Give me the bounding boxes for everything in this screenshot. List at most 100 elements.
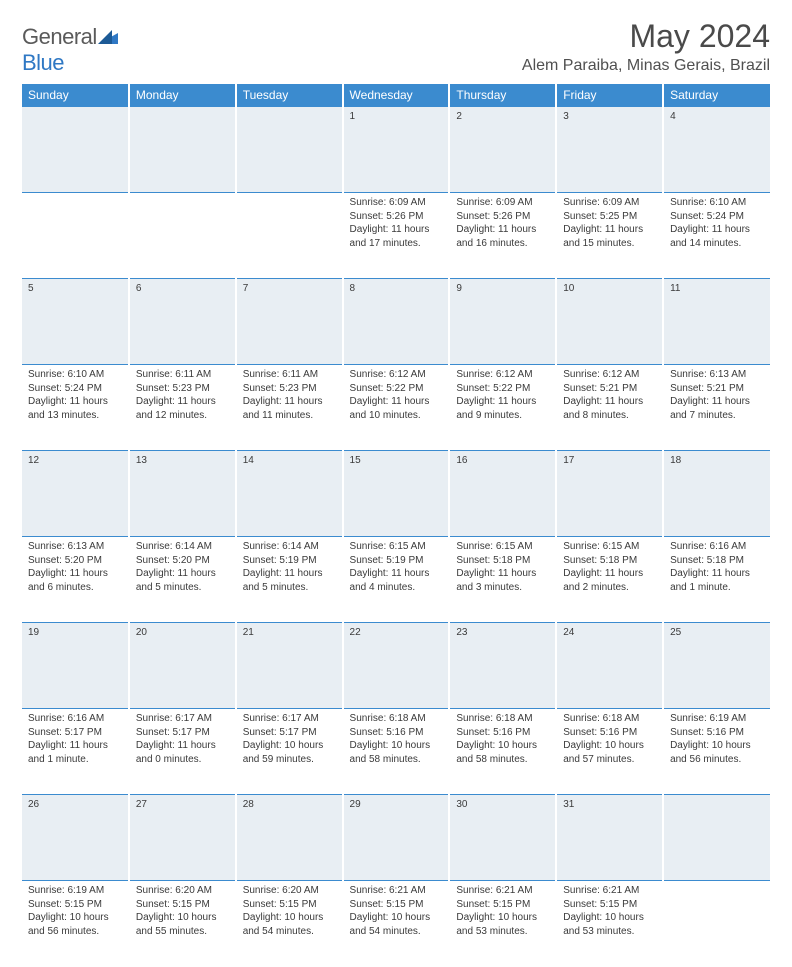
sunrise-text: Sunrise: 6:16 AM — [28, 712, 122, 726]
day-number-row: 567891011 — [22, 279, 770, 365]
sunrise-text: Sunrise: 6:16 AM — [670, 540, 764, 554]
sunrise-text: Sunrise: 6:10 AM — [670, 196, 764, 210]
daylight-text: Daylight: 10 hours and 53 minutes. — [456, 911, 549, 938]
weekday-header: Wednesday — [343, 84, 450, 107]
sunrise-text: Sunrise: 6:19 AM — [670, 712, 764, 726]
sunset-text: Sunset: 5:16 PM — [670, 726, 764, 740]
weekday-header: Sunday — [22, 84, 129, 107]
day-info-cell: Sunrise: 6:20 AMSunset: 5:15 PMDaylight:… — [236, 881, 343, 967]
sunrise-text: Sunrise: 6:20 AM — [243, 884, 336, 898]
sunset-text: Sunset: 5:18 PM — [670, 554, 764, 568]
day-info-cell: Sunrise: 6:20 AMSunset: 5:15 PMDaylight:… — [129, 881, 236, 967]
day-info-cell: Sunrise: 6:09 AMSunset: 5:25 PMDaylight:… — [556, 193, 663, 279]
sunrise-text: Sunrise: 6:11 AM — [136, 368, 229, 382]
day-number-cell: 8 — [343, 279, 450, 365]
daylight-text: Daylight: 11 hours and 11 minutes. — [243, 395, 336, 422]
day-number-cell: 1 — [343, 107, 450, 193]
day-info-cell: Sunrise: 6:10 AMSunset: 5:24 PMDaylight:… — [663, 193, 770, 279]
sunset-text: Sunset: 5:15 PM — [563, 898, 656, 912]
day-number-cell: 4 — [663, 107, 770, 193]
daylight-text: Daylight: 10 hours and 58 minutes. — [456, 739, 549, 766]
sunset-text: Sunset: 5:25 PM — [563, 210, 656, 224]
day-info-cell: Sunrise: 6:18 AMSunset: 5:16 PMDaylight:… — [343, 709, 450, 795]
sunrise-text: Sunrise: 6:12 AM — [456, 368, 549, 382]
weekday-header: Thursday — [449, 84, 556, 107]
day-number-cell: 30 — [449, 795, 556, 881]
day-number-cell: 10 — [556, 279, 663, 365]
sunset-text: Sunset: 5:24 PM — [28, 382, 122, 396]
sunset-text: Sunset: 5:23 PM — [136, 382, 229, 396]
sunset-text: Sunset: 5:16 PM — [456, 726, 549, 740]
sunrise-text: Sunrise: 6:13 AM — [28, 540, 122, 554]
day-info-cell: Sunrise: 6:11 AMSunset: 5:23 PMDaylight:… — [129, 365, 236, 451]
day-number-cell: 27 — [129, 795, 236, 881]
sunset-text: Sunset: 5:26 PM — [456, 210, 549, 224]
sunset-text: Sunset: 5:20 PM — [28, 554, 122, 568]
daylight-text: Daylight: 10 hours and 53 minutes. — [563, 911, 656, 938]
daylight-text: Daylight: 10 hours and 55 minutes. — [136, 911, 229, 938]
sunrise-text: Sunrise: 6:18 AM — [350, 712, 443, 726]
daylight-text: Daylight: 11 hours and 15 minutes. — [563, 223, 656, 250]
day-info-cell: Sunrise: 6:21 AMSunset: 5:15 PMDaylight:… — [449, 881, 556, 967]
day-info-cell: Sunrise: 6:17 AMSunset: 5:17 PMDaylight:… — [236, 709, 343, 795]
daylight-text: Daylight: 10 hours and 54 minutes. — [243, 911, 336, 938]
day-number-cell: 12 — [22, 451, 129, 537]
day-number-cell: 11 — [663, 279, 770, 365]
daylight-text: Daylight: 11 hours and 3 minutes. — [456, 567, 549, 594]
day-info-cell: Sunrise: 6:17 AMSunset: 5:17 PMDaylight:… — [129, 709, 236, 795]
day-number-cell: 16 — [449, 451, 556, 537]
header: GeneralBlue May 2024 Alem Paraiba, Minas… — [22, 18, 770, 76]
day-info-cell: Sunrise: 6:19 AMSunset: 5:16 PMDaylight:… — [663, 709, 770, 795]
day-info-cell: Sunrise: 6:09 AMSunset: 5:26 PMDaylight:… — [343, 193, 450, 279]
sunrise-text: Sunrise: 6:11 AM — [243, 368, 336, 382]
day-number-cell: 18 — [663, 451, 770, 537]
day-number-cell — [129, 107, 236, 193]
sunset-text: Sunset: 5:15 PM — [28, 898, 122, 912]
sunset-text: Sunset: 5:15 PM — [243, 898, 336, 912]
day-info-row: Sunrise: 6:10 AMSunset: 5:24 PMDaylight:… — [22, 365, 770, 451]
day-number-cell: 6 — [129, 279, 236, 365]
day-number-cell: 29 — [343, 795, 450, 881]
sunrise-text: Sunrise: 6:09 AM — [456, 196, 549, 210]
sunrise-text: Sunrise: 6:13 AM — [670, 368, 764, 382]
day-number-row: 1234 — [22, 107, 770, 193]
day-number-cell: 2 — [449, 107, 556, 193]
day-number-cell — [22, 107, 129, 193]
day-number-row: 19202122232425 — [22, 623, 770, 709]
daylight-text: Daylight: 10 hours and 54 minutes. — [350, 911, 443, 938]
sunrise-text: Sunrise: 6:15 AM — [350, 540, 443, 554]
sunset-text: Sunset: 5:15 PM — [350, 898, 443, 912]
day-info-cell: Sunrise: 6:12 AMSunset: 5:22 PMDaylight:… — [449, 365, 556, 451]
day-info-cell: Sunrise: 6:21 AMSunset: 5:15 PMDaylight:… — [556, 881, 663, 967]
day-number-cell: 23 — [449, 623, 556, 709]
daylight-text: Daylight: 11 hours and 9 minutes. — [456, 395, 549, 422]
sunrise-text: Sunrise: 6:12 AM — [563, 368, 656, 382]
day-number-cell: 17 — [556, 451, 663, 537]
day-info-cell: Sunrise: 6:10 AMSunset: 5:24 PMDaylight:… — [22, 365, 129, 451]
sunset-text: Sunset: 5:24 PM — [670, 210, 764, 224]
day-info-row: Sunrise: 6:09 AMSunset: 5:26 PMDaylight:… — [22, 193, 770, 279]
daylight-text: Daylight: 10 hours and 56 minutes. — [670, 739, 764, 766]
title-block: May 2024 Alem Paraiba, Minas Gerais, Bra… — [522, 18, 770, 75]
day-info-cell: Sunrise: 6:18 AMSunset: 5:16 PMDaylight:… — [556, 709, 663, 795]
daylight-text: Daylight: 11 hours and 10 minutes. — [350, 395, 443, 422]
day-number-cell: 31 — [556, 795, 663, 881]
day-info-cell: Sunrise: 6:16 AMSunset: 5:18 PMDaylight:… — [663, 537, 770, 623]
sunset-text: Sunset: 5:17 PM — [136, 726, 229, 740]
day-info-row: Sunrise: 6:13 AMSunset: 5:20 PM Daylight:… — [22, 537, 770, 623]
day-info-cell: Sunrise: 6:13 AMSunset: 5:21 PMDaylight:… — [663, 365, 770, 451]
sunset-text: Sunset: 5:21 PM — [563, 382, 656, 396]
day-number-cell: 5 — [22, 279, 129, 365]
sunrise-text: Sunrise: 6:21 AM — [350, 884, 443, 898]
sunset-text: Sunset: 5:18 PM — [563, 554, 656, 568]
day-number-cell: 25 — [663, 623, 770, 709]
sunset-text: Sunset: 5:26 PM — [350, 210, 443, 224]
daylight-text: Daylight: 11 hours and 4 minutes. — [350, 567, 443, 594]
day-number-cell: 3 — [556, 107, 663, 193]
day-info-cell: Sunrise: 6:13 AMSunset: 5:20 PMDaylight:… — [22, 537, 129, 623]
sunrise-text: Sunrise: 6:17 AM — [243, 712, 336, 726]
daylight-text: Daylight: 11 hours and 5 minutes. — [243, 567, 336, 594]
sunset-text: Sunset: 5:19 PM — [350, 554, 443, 568]
day-info-cell: Sunrise: 6:11 AMSunset: 5:23 PMDaylight:… — [236, 365, 343, 451]
day-info-cell: Sunrise: 6:14 AMSunset: 5:19 PMDaylight:… — [236, 537, 343, 623]
